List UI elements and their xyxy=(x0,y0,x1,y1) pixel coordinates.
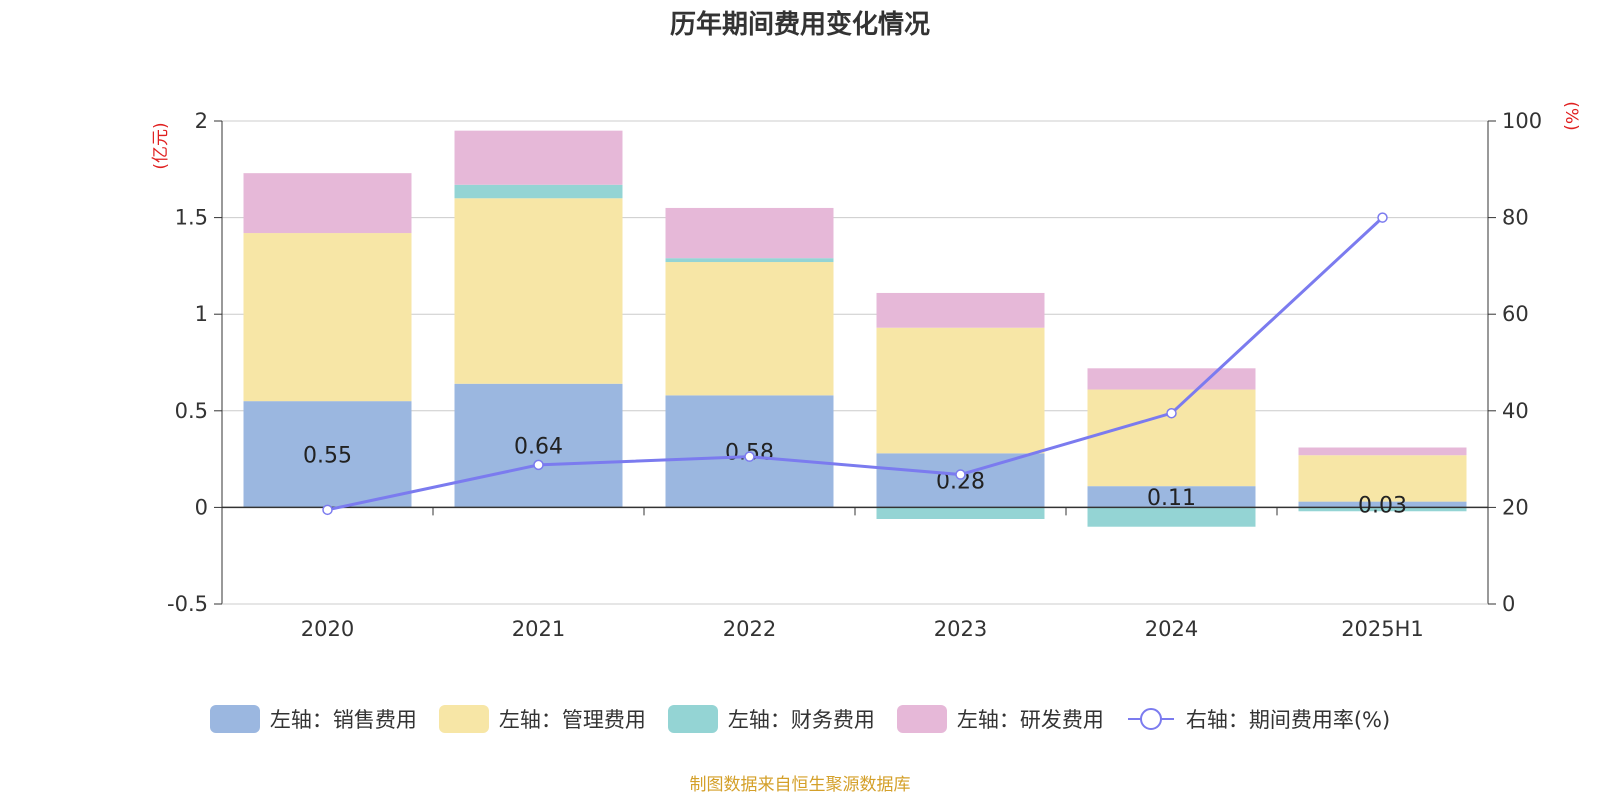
bar-segment-rd xyxy=(876,292,1045,328)
left-axis-tick-label: 1.5 xyxy=(175,206,208,230)
bar-segment-rd xyxy=(1087,368,1256,390)
legend-item-sales[interactable]: 左轴：销售费用 xyxy=(209,704,417,734)
bar-segment-sales xyxy=(454,383,623,508)
right-axis-tick-label: 40 xyxy=(1502,399,1529,423)
bar-segment-sales xyxy=(1087,486,1256,508)
right-axis-tick-label: 80 xyxy=(1502,206,1529,230)
legend-label-rd: 左轴：研发费用 xyxy=(956,708,1104,732)
x-axis-tick-label: 2024 xyxy=(1145,617,1198,641)
legend-swatch-rate xyxy=(1127,708,1174,730)
left-axis-tick-label: -0.5 xyxy=(167,592,208,616)
x-axis-tick-label: 2022 xyxy=(723,617,776,641)
x-axis-tick-label: 2023 xyxy=(934,617,987,641)
legend-label-rate: 右轴：期间费用率(%) xyxy=(1185,708,1391,732)
bar-segment-admin xyxy=(243,233,412,402)
bar-segment-rd xyxy=(665,207,834,259)
data-label: 0.03 xyxy=(1358,494,1407,519)
rate-point xyxy=(1377,212,1388,223)
bar-segment-sales xyxy=(243,401,412,508)
left-axis-tick-label: 0.5 xyxy=(175,399,208,423)
left-axis-tick-label: 2 xyxy=(195,109,208,133)
chart-title: 历年期间费用变化情况 xyxy=(669,10,930,40)
rate-point xyxy=(955,469,966,480)
data-label: 0.55 xyxy=(303,443,352,468)
bar-segment-admin xyxy=(1298,455,1467,502)
data-label: 0.11 xyxy=(1147,486,1196,511)
legend-swatch-admin xyxy=(438,705,489,733)
rate-point xyxy=(322,504,333,516)
bar-segment-sales xyxy=(665,395,834,508)
right-axis-unit-label: (%) xyxy=(1561,101,1581,130)
left-axis-unit-label: (亿元) xyxy=(151,122,171,169)
right-axis-tick-label: 0 xyxy=(1502,592,1515,616)
bar-segment-rd xyxy=(454,130,623,185)
legend-label-sales: 左轴：销售费用 xyxy=(269,708,417,732)
bar-segment-finance xyxy=(454,184,623,199)
bar-segment-sales xyxy=(876,453,1045,508)
bar-segment-admin xyxy=(665,262,834,396)
x-axis-tick-label: 2021 xyxy=(512,617,565,641)
legend-item-finance[interactable]: 左轴：财务费用 xyxy=(667,704,875,734)
chart-legend: 左轴：销售费用 左轴：管理费用 左轴：财务费用 左轴：研发费用 右轴：期间费用率… xyxy=(0,704,1600,734)
x-axis-tick-label: 2020 xyxy=(301,617,354,641)
x-axis-tick-label: 2025H1 xyxy=(1341,617,1424,641)
legend-swatch-finance xyxy=(667,705,718,733)
right-axis-tick-label: 100 xyxy=(1502,109,1542,133)
bar-segment-admin xyxy=(1087,389,1256,487)
legend-item-admin[interactable]: 左轴：管理费用 xyxy=(438,704,646,734)
rate-point xyxy=(533,459,544,471)
rate-point xyxy=(1166,407,1177,419)
left-axis-tick-label: 1 xyxy=(195,302,208,326)
bar-segment-finance xyxy=(1298,507,1467,512)
bar-segment-finance xyxy=(665,258,834,263)
source-note: 制图数据来自恒生聚源数据库 xyxy=(689,775,911,795)
left-axis-tick-label: 0 xyxy=(195,495,208,519)
legend-label-admin: 左轴：管理费用 xyxy=(498,708,646,732)
legend-item-rd[interactable]: 左轴：研发费用 xyxy=(896,704,1104,734)
right-axis-tick-label: 20 xyxy=(1502,495,1529,519)
legend-item-rate[interactable]: 右轴：期间费用率(%) xyxy=(1126,704,1390,734)
bar-segment-rd xyxy=(1298,447,1467,456)
right-axis-tick-label: 60 xyxy=(1502,302,1529,326)
bar-segment-finance xyxy=(1087,507,1256,527)
bar-segment-finance xyxy=(876,507,1045,519)
bar-segment-admin xyxy=(876,327,1045,454)
rate-point xyxy=(744,451,755,462)
data-label: 0.64 xyxy=(514,435,563,460)
rate-line xyxy=(327,216,1384,512)
bar-segment-admin xyxy=(454,198,623,384)
bar-segment-rd xyxy=(243,173,412,234)
legend-label-finance: 左轴：财务费用 xyxy=(727,708,875,732)
bar-segment-sales xyxy=(1298,501,1467,508)
legend-swatch-rd xyxy=(896,705,947,733)
legend-swatch-sales xyxy=(209,705,260,733)
